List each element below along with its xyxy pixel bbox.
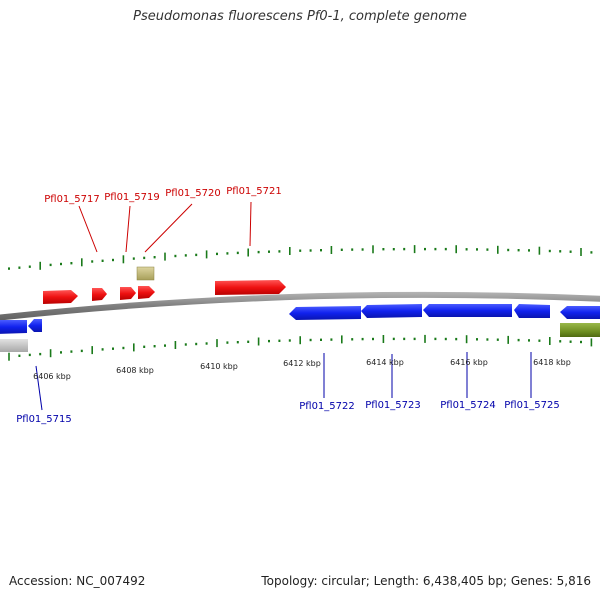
scale-labels: 6406 kbp 6408 kbp 6410 kbp 6412 kbp 6414… [33,358,571,381]
reverse-gene-labels: Pfl01_5715 Pfl01_5722 Pfl01_5723 Pfl01_5… [16,400,560,425]
gene-label-pfl01-5724[interactable]: Pfl01_5724 [440,400,496,411]
gene-arrow-pfl01-5724[interactable] [423,304,512,317]
scale-label: 6406 kbp [33,372,71,381]
scale-label: 6412 kbp [283,359,321,368]
misc-feature-grey[interactable] [0,339,28,352]
genome-title: Pseudomonas fluorescens Pf0-1, complete … [133,9,467,24]
top-tick-track [8,245,593,270]
gene-label-pfl01-5725[interactable]: Pfl01_5725 [504,400,560,411]
gene-label-pfl01-5717[interactable]: Pfl01_5717 [44,194,100,205]
gene-label-pfl01-5720[interactable]: Pfl01_5720 [165,188,221,199]
bottom-tick-track [8,334,593,361]
gene-arrow-right-edge[interactable] [560,306,600,319]
forward-genes [43,280,286,304]
gene-label-pfl01-5722[interactable]: Pfl01_5722 [299,401,355,412]
gene-arrow-pfl01-5715[interactable] [28,319,42,332]
genome-backbone [0,291,600,321]
gene-arrow-left-edge[interactable] [0,320,27,334]
scale-label: 6410 kbp [200,362,238,371]
scale-label: 6416 kbp [450,358,488,367]
gene-label-pfl01-5715[interactable]: Pfl01_5715 [16,414,72,425]
forward-gene-labels: Pfl01_5717 Pfl01_5719 Pfl01_5720 Pfl01_5… [44,186,282,205]
gene-arrow-pfl01-5725[interactable] [514,304,550,318]
misc-feature-tan[interactable] [136,266,155,281]
gene-arrow-pfl01-5720[interactable] [138,286,155,299]
gene-arrow-pfl01-5721[interactable] [215,280,286,295]
gene-label-pfl01-5719[interactable]: Pfl01_5719 [104,192,160,203]
accession-text: Accession: NC_007492 [9,574,146,588]
genome-stats-text: Topology: circular; Length: 6,438,405 bp… [261,574,591,588]
gene-arrow-pfl01-5718[interactable] [92,288,107,301]
forward-callout-lines [78,201,252,253]
gene-label-pfl01-5723[interactable]: Pfl01_5723 [365,400,421,411]
gene-arrow-pfl01-5722[interactable] [289,306,361,320]
reverse-genes [0,304,600,334]
gene-label-pfl01-5721[interactable]: Pfl01_5721 [226,186,282,197]
scale-label: 6418 kbp [533,358,571,367]
scale-label: 6414 kbp [366,358,404,367]
gene-arrow-pfl01-5717[interactable] [43,290,78,304]
misc-feature-olive[interactable] [560,323,600,337]
reverse-callout-lines [35,352,532,411]
gene-arrow-pfl01-5723[interactable] [361,304,422,318]
scale-label: 6408 kbp [116,366,154,375]
gene-arrow-pfl01-5719[interactable] [120,287,136,300]
